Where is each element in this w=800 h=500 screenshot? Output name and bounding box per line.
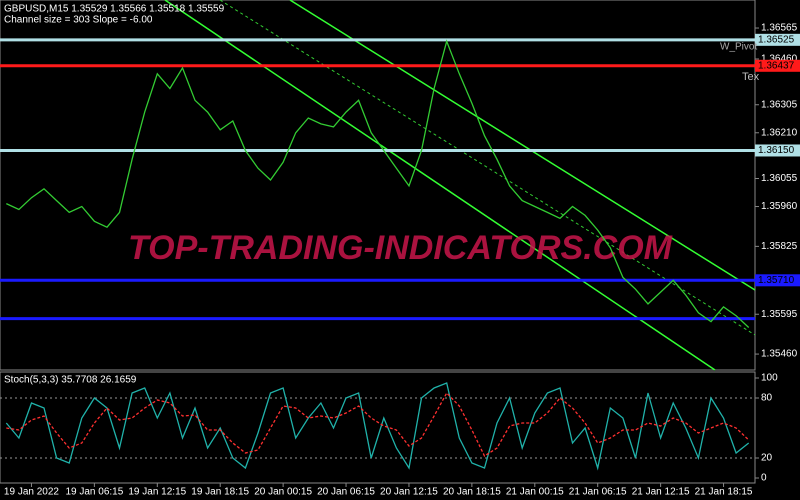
y-tick-label: 20 bbox=[761, 453, 773, 464]
level-label: 1.36525 bbox=[758, 34, 795, 45]
y-tick-label: 1.35825 bbox=[761, 241, 798, 252]
annotation: Tex bbox=[742, 71, 760, 83]
x-tick-label: 19 Jan 18:15 bbox=[191, 487, 249, 498]
x-tick-label: 19 Jan 2022 bbox=[4, 487, 59, 498]
watermark: TOP-TRADING-INDICATORS.COM bbox=[128, 229, 673, 267]
y-tick-label: 1.35960 bbox=[761, 201, 798, 212]
y-tick-label: 100 bbox=[761, 373, 778, 384]
level-box bbox=[755, 33, 800, 46]
x-tick-label: 19 Jan 06:15 bbox=[65, 487, 123, 498]
level-name: W_Pivot bbox=[720, 41, 757, 52]
x-tick-label: 21 Jan 00:15 bbox=[506, 487, 564, 498]
x-tick-label: 21 Jan 12:15 bbox=[632, 487, 690, 498]
x-tick-label: 20 Jan 06:15 bbox=[317, 487, 375, 498]
channel-upper bbox=[289, 0, 756, 291]
series-line bbox=[6, 39, 750, 328]
series-line bbox=[5, 382, 750, 471]
chart-subtitle: Channel size = 303 Slope = -6.00 bbox=[4, 15, 153, 26]
level-label: 1.36437 bbox=[758, 60, 795, 71]
y-tick-label: 0 bbox=[761, 473, 767, 484]
main-panel bbox=[0, 0, 756, 371]
chart-title: GBPUSD,M15 1.35529 1.35566 1.35518 1.355… bbox=[4, 4, 225, 15]
series-line bbox=[6, 391, 750, 457]
stoch-panel bbox=[0, 371, 756, 484]
stoch-title: Stoch(5,3,3) 35.7708 26.1659 bbox=[4, 375, 137, 386]
channel-lower bbox=[164, 0, 716, 371]
level-box bbox=[755, 144, 800, 157]
level-box bbox=[755, 59, 800, 72]
y-tick-label: 1.36055 bbox=[761, 173, 798, 184]
x-tick-label: 20 Jan 00:15 bbox=[254, 487, 312, 498]
level-label: 1.35710 bbox=[758, 275, 795, 286]
y-tick-label: 80 bbox=[761, 393, 773, 404]
level-box bbox=[755, 274, 800, 287]
y-tick-label: 1.36305 bbox=[761, 99, 798, 110]
x-tick-label: 21 Jan 06:15 bbox=[569, 487, 627, 498]
y-tick-label: 1.36460 bbox=[761, 54, 798, 65]
x-tick-label: 19 Jan 12:15 bbox=[128, 487, 186, 498]
x-tick-label: 20 Jan 18:15 bbox=[443, 487, 501, 498]
y-tick-label: 1.35595 bbox=[761, 309, 798, 320]
level-label: 1.36150 bbox=[758, 145, 795, 156]
y-tick-label: 1.36565 bbox=[761, 23, 798, 34]
y-tick-label: 1.36210 bbox=[761, 127, 798, 138]
y-tick-label: 1.35460 bbox=[761, 349, 798, 360]
x-tick-label: 20 Jan 12:15 bbox=[380, 487, 438, 498]
x-tick-label: 21 Jan 18:15 bbox=[695, 487, 753, 498]
